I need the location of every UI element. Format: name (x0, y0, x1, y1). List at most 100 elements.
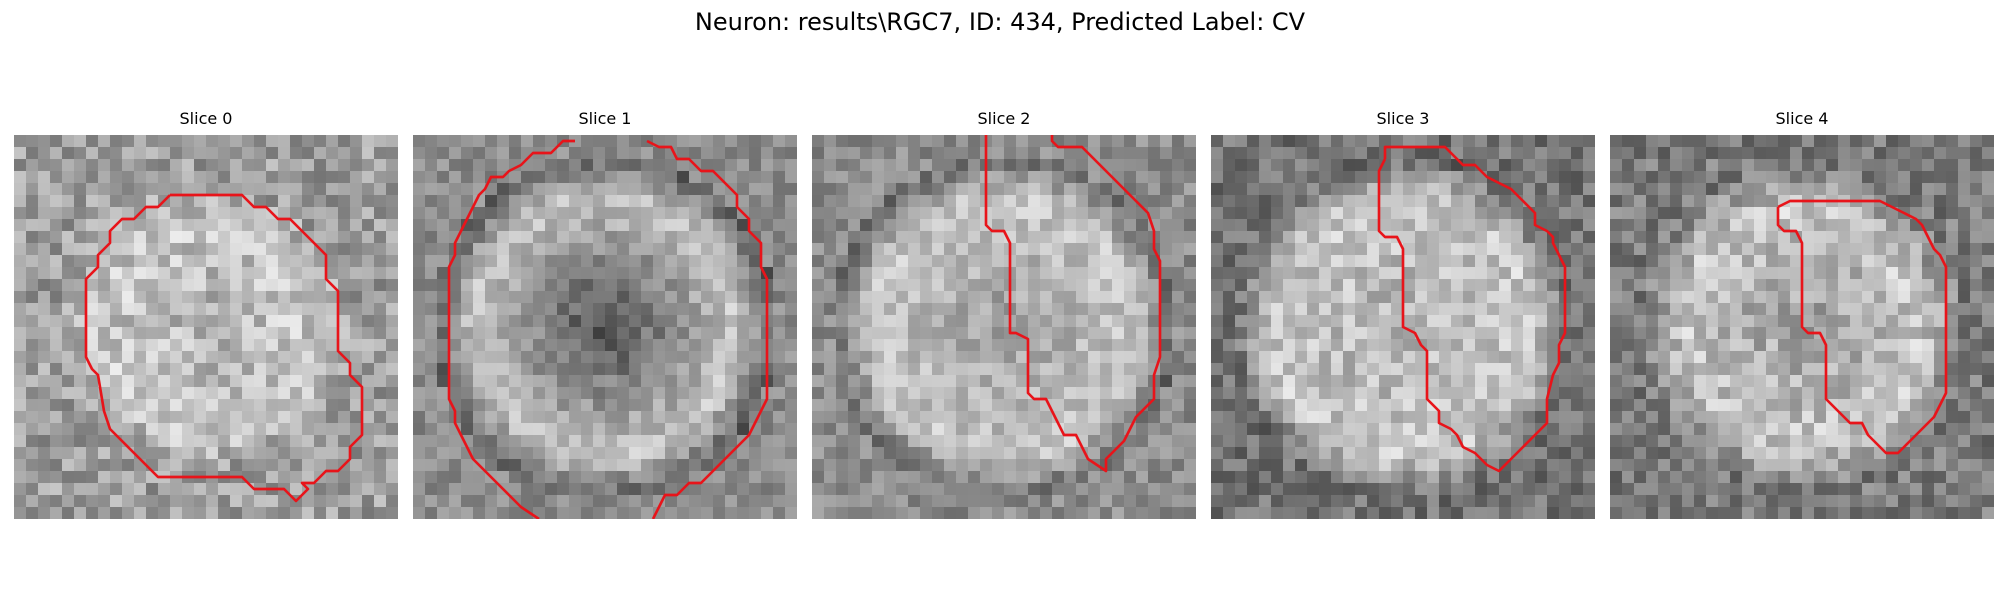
pixel (218, 195, 231, 208)
pixel (314, 495, 327, 508)
pixel (206, 243, 219, 256)
pixel (992, 399, 1005, 412)
pixel (1136, 135, 1149, 148)
pixel (1343, 339, 1356, 352)
pixel (653, 459, 666, 472)
pixel (773, 147, 786, 160)
pixel (1790, 303, 1803, 316)
pixel (1742, 435, 1755, 448)
pixel (38, 135, 51, 148)
pixel (302, 207, 315, 220)
pixel (1016, 435, 1029, 448)
pixel (1295, 183, 1308, 196)
pixel (1040, 195, 1053, 208)
pixel (713, 267, 726, 280)
pixel (473, 423, 486, 436)
pixel (1223, 207, 1236, 220)
pixel (1136, 255, 1149, 268)
pixel (836, 207, 849, 220)
pixel (1223, 219, 1236, 232)
pixel (761, 471, 774, 484)
pixel (665, 495, 678, 508)
pixel (1934, 327, 1947, 340)
pixel (1040, 147, 1053, 160)
pixel (1511, 159, 1524, 172)
pixel (980, 243, 993, 256)
pixel (629, 183, 642, 196)
pixel (1379, 399, 1392, 412)
pixel (665, 411, 678, 424)
pixel (122, 267, 135, 280)
pixel (74, 195, 87, 208)
pixel (749, 183, 762, 196)
pixel (1982, 291, 1994, 304)
pixel (1184, 411, 1196, 424)
pixel (1826, 219, 1839, 232)
pixel (1559, 471, 1572, 484)
pixel (1622, 351, 1635, 364)
pixel (1634, 171, 1647, 184)
pixel (1658, 411, 1671, 424)
pixel (605, 507, 618, 519)
pixel (170, 135, 183, 148)
pixel (1898, 291, 1911, 304)
pixel (1622, 315, 1635, 328)
pixel (1583, 327, 1595, 340)
pixel (932, 315, 945, 328)
pixel (1682, 183, 1695, 196)
pixel (194, 435, 207, 448)
pixel (1682, 423, 1695, 436)
pixel (872, 195, 885, 208)
pixel (1718, 243, 1731, 256)
pixel (1523, 339, 1536, 352)
pixel (665, 303, 678, 316)
pixel (290, 375, 303, 388)
pixel (1100, 207, 1113, 220)
pixel (872, 495, 885, 508)
pixel (1766, 195, 1779, 208)
pixel (134, 375, 147, 388)
pixel (1802, 291, 1815, 304)
pixel (848, 279, 861, 292)
pixel (1028, 159, 1041, 172)
pixel (449, 147, 462, 160)
pixel (773, 351, 786, 364)
pixel (437, 171, 450, 184)
pixel (218, 267, 231, 280)
pixel (194, 315, 207, 328)
pixel (1367, 291, 1380, 304)
pixel (122, 243, 135, 256)
pixel (230, 231, 243, 244)
pixel (158, 387, 171, 400)
pixel (1475, 339, 1488, 352)
pixel (521, 435, 534, 448)
slice-4-title: Slice 4 (1775, 109, 1829, 128)
pixel (326, 435, 339, 448)
pixel (860, 159, 873, 172)
pixel (872, 183, 885, 196)
pixel (1730, 435, 1743, 448)
pixel (1874, 147, 1887, 160)
pixel (1391, 267, 1404, 280)
pixel (533, 435, 546, 448)
pixel (1211, 423, 1224, 436)
pixel (338, 339, 351, 352)
pixel (509, 291, 522, 304)
pixel (761, 411, 774, 424)
pixel (1235, 495, 1248, 508)
pixel (896, 303, 909, 316)
pixel (896, 459, 909, 472)
pixel (1850, 387, 1863, 400)
pixel (413, 375, 426, 388)
pixel (773, 279, 786, 292)
pixel (1850, 399, 1863, 412)
pixel (713, 447, 726, 460)
pixel (1223, 387, 1236, 400)
pixel (1862, 267, 1875, 280)
pixel (1982, 303, 1994, 316)
pixel (254, 471, 267, 484)
pixel (1511, 471, 1524, 484)
pixel (1415, 423, 1428, 436)
pixel (1658, 231, 1671, 244)
pixel (1451, 195, 1464, 208)
